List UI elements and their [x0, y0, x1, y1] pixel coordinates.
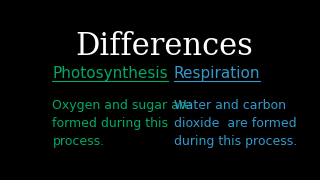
Text: Differences: Differences [75, 31, 253, 62]
Text: Oxygen and sugar are
formed during this
process.: Oxygen and sugar are formed during this … [52, 99, 192, 148]
Text: Water and carbon
dioxide  are formed
during this process.: Water and carbon dioxide are formed duri… [174, 99, 297, 148]
Text: Photosynthesis: Photosynthesis [52, 66, 168, 81]
Text: Respiration: Respiration [174, 66, 260, 81]
